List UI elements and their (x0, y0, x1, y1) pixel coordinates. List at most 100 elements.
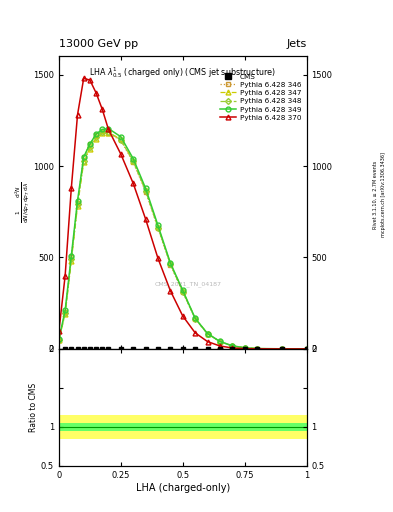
Pythia 6.428 348 (205, 331, 210, 337)
Pythia 6.428 370 (193, 330, 198, 336)
Pythia 6.428 370 (75, 112, 80, 118)
Pythia 6.428 347 (69, 258, 74, 264)
Pythia 6.428 349 (156, 222, 160, 228)
Text: 13000 GeV pp: 13000 GeV pp (59, 38, 138, 49)
Pythia 6.428 348 (69, 256, 74, 262)
Pythia 6.428 349 (81, 154, 86, 160)
Pythia 6.428 348 (156, 225, 160, 231)
Pythia 6.428 346 (94, 132, 98, 138)
Pythia 6.428 349 (218, 338, 222, 345)
Pythia 6.428 348 (242, 345, 247, 351)
Pythia 6.428 349 (94, 131, 98, 137)
Pythia 6.428 347 (94, 136, 98, 142)
Pythia 6.428 370 (168, 288, 173, 294)
Line: Pythia 6.428 349: Pythia 6.428 349 (57, 126, 309, 351)
Pythia 6.428 346 (119, 137, 123, 143)
Pythia 6.428 370 (100, 106, 105, 113)
Pythia 6.428 370 (94, 90, 98, 96)
Pythia 6.428 347 (88, 145, 92, 152)
Pythia 6.428 347 (75, 203, 80, 209)
Pythia 6.428 349 (63, 307, 68, 313)
Pythia 6.428 370 (131, 180, 136, 186)
Pythia 6.428 349 (131, 156, 136, 162)
Pythia 6.428 370 (63, 273, 68, 279)
Pythia 6.428 347 (218, 338, 222, 345)
Pythia 6.428 348 (63, 310, 68, 316)
Pythia 6.428 370 (57, 328, 61, 334)
Pythia 6.428 348 (131, 158, 136, 164)
Pythia 6.428 348 (100, 129, 105, 135)
Text: Jets: Jets (286, 38, 307, 49)
Pythia 6.428 370 (106, 126, 111, 133)
Pythia 6.428 370 (230, 345, 235, 351)
Pythia 6.428 347 (119, 136, 123, 142)
Pythia 6.428 346 (100, 128, 105, 134)
Pythia 6.428 347 (100, 131, 105, 137)
Pythia 6.428 349 (69, 252, 74, 259)
Pythia 6.428 346 (168, 262, 173, 268)
Pythia 6.428 347 (81, 159, 86, 165)
Pythia 6.428 349 (279, 346, 284, 352)
Pythia 6.428 348 (119, 137, 123, 143)
Bar (59, 415, 307, 439)
Pythia 6.428 348 (255, 346, 259, 352)
Bar (59, 423, 307, 431)
Pythia 6.428 348 (57, 337, 61, 343)
Pythia 6.428 346 (218, 338, 222, 345)
Pythia 6.428 347 (255, 346, 259, 352)
Pythia 6.428 349 (119, 134, 123, 140)
Pythia 6.428 349 (180, 287, 185, 293)
Pythia 6.428 347 (193, 315, 198, 321)
Text: Rivet 3.1.10, ≥ 2.7M events: Rivet 3.1.10, ≥ 2.7M events (373, 160, 378, 229)
Pythia 6.428 346 (57, 337, 61, 343)
Text: mcplots.cern.ch [arXiv:1306.3436]: mcplots.cern.ch [arXiv:1306.3436] (381, 152, 386, 237)
Pythia 6.428 346 (304, 346, 309, 352)
Pythia 6.428 347 (131, 158, 136, 164)
Pythia 6.428 346 (131, 159, 136, 165)
Pythia 6.428 370 (69, 185, 74, 191)
Pythia 6.428 370 (279, 346, 284, 352)
Pythia 6.428 347 (180, 288, 185, 294)
Pythia 6.428 348 (230, 343, 235, 349)
Pythia 6.428 347 (106, 130, 111, 136)
Pythia 6.428 370 (156, 255, 160, 262)
Pythia 6.428 347 (230, 343, 235, 349)
Pythia 6.428 346 (180, 289, 185, 295)
Pythia 6.428 349 (88, 141, 92, 147)
Line: Pythia 6.428 346: Pythia 6.428 346 (57, 129, 309, 351)
Line: Pythia 6.428 370: Pythia 6.428 370 (57, 76, 309, 351)
Pythia 6.428 349 (143, 185, 148, 191)
Line: Pythia 6.428 348: Pythia 6.428 348 (57, 130, 309, 351)
Pythia 6.428 347 (168, 260, 173, 266)
Y-axis label: Ratio to CMS: Ratio to CMS (29, 383, 38, 432)
Pythia 6.428 346 (279, 346, 284, 352)
Pythia 6.428 349 (75, 198, 80, 204)
Pythia 6.428 348 (106, 129, 111, 135)
Pythia 6.428 346 (88, 141, 92, 147)
Pythia 6.428 370 (304, 346, 309, 352)
Y-axis label: $\frac{1}{\mathregular{d}N/\mathregular{d}p_T} \frac{\mathregular{d}^2N}{\mathre: $\frac{1}{\mathregular{d}N/\mathregular{… (14, 182, 32, 223)
Pythia 6.428 346 (242, 345, 247, 351)
Pythia 6.428 347 (304, 346, 309, 352)
Pythia 6.428 347 (63, 311, 68, 317)
Pythia 6.428 346 (156, 225, 160, 231)
Pythia 6.428 348 (168, 261, 173, 267)
Pythia 6.428 349 (242, 345, 247, 351)
Text: CMS_2021_TN_04187: CMS_2021_TN_04187 (154, 282, 221, 287)
Pythia 6.428 347 (242, 345, 247, 351)
Pythia 6.428 348 (88, 144, 92, 150)
Text: LHA $\lambda^{1}_{0.5}$ (charged only) (CMS jet substructure): LHA $\lambda^{1}_{0.5}$ (charged only) (… (89, 65, 276, 80)
Pythia 6.428 370 (180, 313, 185, 319)
Pythia 6.428 348 (304, 346, 309, 352)
Pythia 6.428 346 (143, 188, 148, 195)
Pythia 6.428 370 (218, 343, 222, 349)
Pythia 6.428 370 (242, 346, 247, 352)
Pythia 6.428 348 (94, 134, 98, 140)
Pythia 6.428 348 (193, 315, 198, 322)
Pythia 6.428 348 (180, 289, 185, 295)
Pythia 6.428 347 (205, 330, 210, 336)
Pythia 6.428 346 (63, 309, 68, 315)
Pythia 6.428 349 (230, 343, 235, 349)
Pythia 6.428 346 (230, 343, 235, 349)
Pythia 6.428 346 (75, 200, 80, 206)
